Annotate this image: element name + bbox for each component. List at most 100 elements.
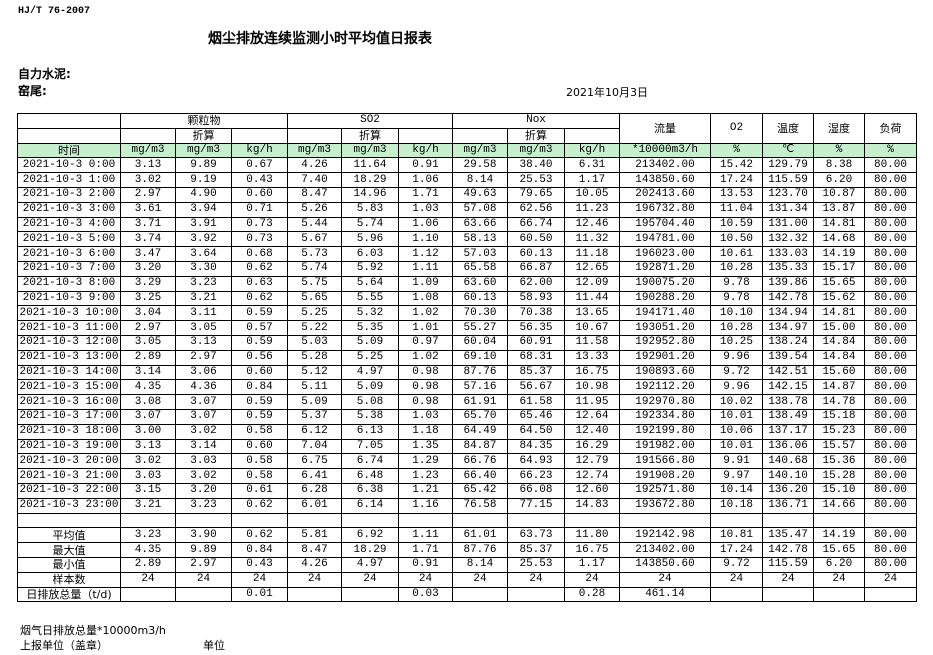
cell: 80.00 [864,246,917,262]
cell: 25.53 [507,172,565,188]
cell [564,512,620,529]
cell: 4.26 [287,556,342,573]
table-row-label: 2021-10-3 1:00 [17,172,121,188]
cell: 3.05 [175,320,232,336]
cell: 14.68 [813,231,865,248]
cell: % [813,142,865,159]
cell: 140.68 [762,453,814,470]
cell: 10.50 [710,231,763,248]
cell: 6.28 [287,482,342,499]
cell [452,586,508,603]
cell: 5.25 [287,305,342,322]
cell [287,586,342,603]
cell: 62.00 [507,275,565,292]
cell: 192571.80 [619,482,711,499]
cell: 11.95 [564,394,620,410]
header-temp: 温度 [762,113,814,144]
cell [398,512,453,529]
table-row-label: 2021-10-3 13:00 [17,349,121,366]
cell: 0.91 [398,556,453,573]
cell [507,586,565,603]
cell: 191566.80 [619,453,711,470]
cell: 461.14 [619,586,711,603]
cell: 2.97 [175,556,232,573]
cell: 15.28 [813,468,865,484]
cell: 1.12 [398,246,453,262]
cell: 15.00 [813,320,865,336]
units-row-label: 时间 [17,142,121,159]
table-row-label: 2021-10-3 23:00 [17,497,121,514]
cell: 196023.00 [619,246,711,262]
cell: 192334.80 [619,408,711,425]
cell: 5.67 [287,231,342,248]
cell: 24 [120,571,176,588]
table-row-label: 2021-10-3 0:00 [17,157,121,174]
cell: 5.25 [341,349,399,366]
table-row-label: 2021-10-3 22:00 [17,482,121,499]
cell: 5.08 [341,394,399,410]
cell: 80.00 [864,186,917,203]
cell: 64.93 [507,453,565,470]
cell: 0.59 [231,334,288,351]
cell [341,586,399,603]
table-row: 2021-10-3 21:00 3.03 3.02 0.58 6.41 6.48 1.23 6… [17,468,917,484]
cell: 8.47 [287,186,342,203]
cell: 65.42 [452,482,508,499]
cell [175,512,232,529]
cell: 24 [507,571,565,588]
cell: 24 [762,571,814,588]
cell: 57.03 [452,246,508,262]
cell: 139.54 [762,349,814,366]
cell: 80.00 [864,364,917,381]
cell: 193672.80 [619,497,711,514]
cell: 194781.00 [619,231,711,248]
table-row: 2021-10-3 19:00 3.13 3.14 0.60 7.04 7.05 1.35 8… [17,438,917,455]
cell: 0.57 [231,320,288,336]
cell: mg/m3 [452,142,508,159]
cell: 213402.00 [619,542,711,558]
cell: 11.80 [564,527,620,544]
header-row-converted: 折算 折算 折算 [17,127,917,144]
cell: 5.22 [287,320,342,336]
cell: kg/h [398,142,453,159]
cell: 3.29 [120,275,176,292]
cell: 10.18 [710,497,763,514]
cell: 0.71 [231,201,288,218]
cell: 134.97 [762,320,814,336]
cell: 0.58 [231,453,288,470]
cell: 194171.40 [619,305,711,322]
cell: 5.11 [287,379,342,396]
reporting-unit-label: 上报单位（盖章） [20,639,108,652]
cell: 9.19 [175,172,232,188]
cell: 1.17 [564,556,620,573]
cell: 192112.20 [619,379,711,396]
cell [762,512,814,529]
cell: 5.65 [287,290,342,307]
cell: 4.97 [341,364,399,381]
table-row: 2021-10-3 15:00 4.35 4.36 0.84 5.11 5.09 0.98 5… [17,379,917,396]
cell: 9.96 [710,349,763,366]
cell: 10.01 [710,408,763,425]
cell: 193051.20 [619,320,711,336]
cell: 9.97 [710,468,763,484]
cell: mg/m3 [120,142,176,159]
cell: 80.00 [864,157,917,174]
cell [120,586,176,603]
table-row-label: 2021-10-3 2:00 [17,186,121,203]
cell: 16.29 [564,438,620,455]
cell: 142.15 [762,379,814,396]
cell: 0.91 [398,157,453,174]
cell: 80.00 [864,172,917,188]
cell: 1.03 [398,201,453,218]
cell: 1.10 [398,231,453,248]
table-row-label: 2021-10-3 11:00 [17,320,121,336]
cell: 8.47 [287,542,342,558]
so2-converted: 折算 [341,127,399,144]
cell: 3.20 [175,482,232,499]
cell: 24 [287,571,342,588]
table-row-label: 2021-10-3 10:00 [17,305,121,322]
cell [341,512,399,529]
cell: 191982.00 [619,438,711,455]
cell: 4.35 [120,379,176,396]
cell: 3.23 [175,275,232,292]
